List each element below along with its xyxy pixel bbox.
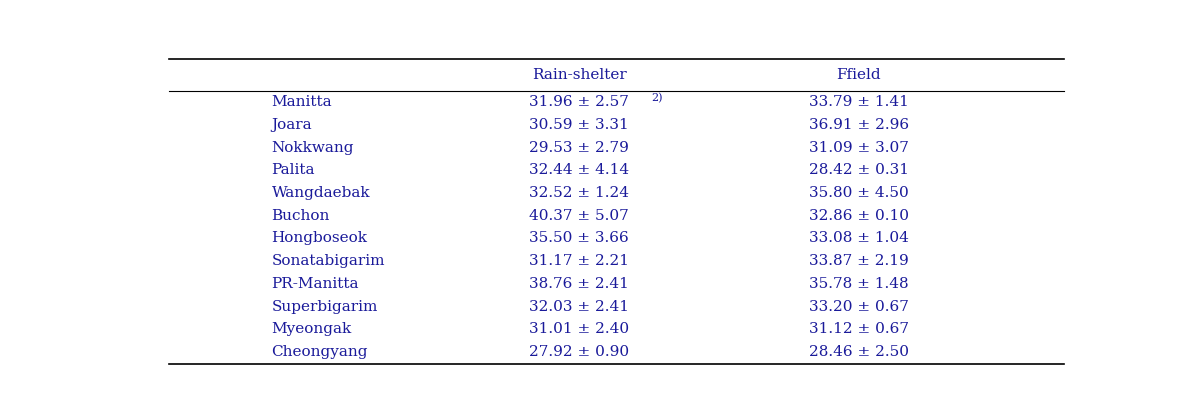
Text: 35.80 ± 4.50: 35.80 ± 4.50	[810, 186, 908, 200]
Text: 38.76 ± 2.41: 38.76 ± 2.41	[529, 277, 629, 291]
Text: 29.53 ± 2.79: 29.53 ± 2.79	[529, 140, 629, 154]
Text: 2): 2)	[651, 93, 663, 103]
Text: Cheongyang: Cheongyang	[272, 345, 368, 359]
Text: 28.46 ± 2.50: 28.46 ± 2.50	[808, 345, 909, 359]
Text: Joara: Joara	[272, 118, 313, 132]
Text: 32.44 ± 4.14: 32.44 ± 4.14	[529, 163, 629, 177]
Text: Hongboseok: Hongboseok	[272, 232, 368, 246]
Text: 31.01 ± 2.40: 31.01 ± 2.40	[529, 323, 629, 337]
Text: 31.12 ± 0.67: 31.12 ± 0.67	[808, 323, 909, 337]
Text: 33.87 ± 2.19: 33.87 ± 2.19	[810, 254, 908, 268]
Text: Superbigarim: Superbigarim	[272, 300, 378, 314]
Text: 33.08 ± 1.04: 33.08 ± 1.04	[808, 232, 909, 246]
Text: 33.20 ± 0.67: 33.20 ± 0.67	[808, 300, 909, 314]
Text: Ffield: Ffield	[836, 68, 882, 82]
Text: PR-Manitta: PR-Manitta	[272, 277, 358, 291]
Text: 33.79 ± 1.41: 33.79 ± 1.41	[808, 95, 909, 109]
Text: 28.42 ± 0.31: 28.42 ± 0.31	[808, 163, 909, 177]
Text: Nokkwang: Nokkwang	[272, 140, 354, 154]
Text: 36.91 ± 2.96: 36.91 ± 2.96	[808, 118, 909, 132]
Text: 31.17 ± 2.21: 31.17 ± 2.21	[529, 254, 629, 268]
Text: 32.03 ± 2.41: 32.03 ± 2.41	[529, 300, 629, 314]
Text: Myeongak: Myeongak	[272, 323, 351, 337]
Text: 31.96 ± 2.57: 31.96 ± 2.57	[529, 95, 629, 109]
Text: 32.86 ± 0.10: 32.86 ± 0.10	[808, 209, 909, 223]
Text: 27.92 ± 0.90: 27.92 ± 0.90	[529, 345, 629, 359]
Text: Buchon: Buchon	[272, 209, 330, 223]
Text: Sonatabigarim: Sonatabigarim	[272, 254, 385, 268]
Text: Palita: Palita	[272, 163, 315, 177]
Text: Wangdaebak: Wangdaebak	[272, 186, 371, 200]
Text: 31.09 ± 3.07: 31.09 ± 3.07	[808, 140, 909, 154]
Text: 40.37 ± 5.07: 40.37 ± 5.07	[529, 209, 629, 223]
Text: 35.50 ± 3.66: 35.50 ± 3.66	[529, 232, 629, 246]
Text: Manitta: Manitta	[272, 95, 332, 109]
Text: Rain-shelter: Rain-shelter	[532, 68, 627, 82]
Text: 32.52 ± 1.24: 32.52 ± 1.24	[529, 186, 629, 200]
Text: 35.78 ± 1.48: 35.78 ± 1.48	[810, 277, 908, 291]
Text: 30.59 ± 3.31: 30.59 ± 3.31	[529, 118, 629, 132]
